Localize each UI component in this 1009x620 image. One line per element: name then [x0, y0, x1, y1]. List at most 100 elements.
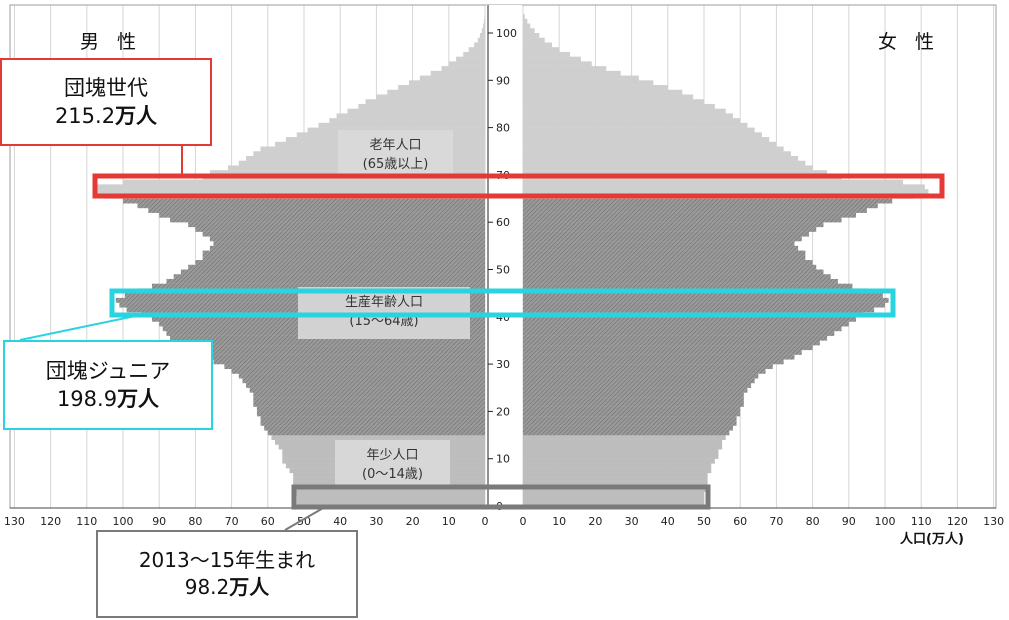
female-bar-age-53 — [523, 250, 806, 256]
female-bar-age-43 — [523, 297, 889, 303]
female-bar-age-97 — [523, 42, 552, 48]
connector-junior — [19, 314, 141, 341]
female-bar-age-30 — [523, 359, 784, 365]
male-bar-age-30 — [213, 359, 485, 365]
female-bar-age-13 — [523, 439, 723, 445]
female-bar-age-37 — [523, 326, 842, 332]
male-bar-age-82 — [336, 113, 485, 119]
x-axis-title: 人口(万人) — [900, 531, 964, 547]
male-bar-age-29 — [224, 364, 486, 370]
male-bar-age-31 — [202, 354, 485, 360]
female-bar-age-19 — [523, 411, 741, 417]
female-bar-age-0 — [523, 501, 704, 507]
band-range-0: (0〜14歳) — [362, 467, 423, 482]
x-tick-right-20: 20 — [588, 515, 602, 528]
male-bar-age-46 — [151, 283, 485, 289]
male-bar-age-88 — [398, 85, 485, 90]
female-bar-age-82 — [523, 113, 733, 119]
female-bar-age-32 — [523, 349, 802, 355]
male-bar-age-16 — [264, 425, 485, 431]
female-bar-age-17 — [523, 420, 737, 426]
male-bar-age-54 — [209, 245, 485, 251]
age-tick-label-20: 20 — [496, 405, 510, 418]
male-bar-age-67 — [94, 184, 485, 190]
male-bar-age-96 — [468, 47, 485, 53]
x-tick-right-100: 100 — [875, 515, 896, 528]
female-bar-age-77 — [523, 137, 770, 142]
male-bar-age-91 — [430, 70, 485, 76]
male-label: 男 性 — [80, 31, 142, 53]
male-bar-age-85 — [365, 99, 485, 105]
age-tick-label-80: 80 — [496, 122, 510, 135]
female-bar-age-21 — [523, 401, 744, 407]
age-tick-label-90: 90 — [496, 74, 510, 87]
female-bar-age-94 — [523, 56, 581, 62]
male-bar-age-101 — [483, 23, 485, 29]
highlight-box-1 — [109, 288, 896, 318]
x-tick-right-80: 80 — [806, 515, 820, 528]
x-tick-left-50: 50 — [297, 515, 311, 528]
male-bar-age-68 — [123, 179, 485, 185]
highlight-box-0 — [92, 173, 945, 199]
callout-junior-title: 団塊ジュニア — [45, 358, 171, 383]
male-bar-age-63 — [137, 203, 486, 209]
callout-birth-value: 98.2 — [184, 575, 230, 599]
female-bar-age-76 — [523, 141, 777, 147]
x-tick-right-110: 110 — [911, 515, 932, 528]
female-bar-age-57 — [523, 231, 809, 237]
female-bar-age-101 — [523, 23, 531, 29]
male-bar-age-87 — [387, 89, 485, 95]
female-bar-age-23 — [523, 392, 744, 398]
age-tick-label-50: 50 — [496, 264, 510, 277]
female-bar-age-67 — [523, 184, 925, 190]
band-box-2 — [338, 130, 453, 176]
x-tick-left-130: 130 — [4, 515, 25, 528]
male-bar-age-17 — [260, 420, 485, 426]
x-tick-left-110: 110 — [76, 515, 97, 528]
male-bar-age-81 — [329, 118, 485, 124]
female-bar-age-71 — [523, 165, 813, 171]
female-bar-age-11 — [523, 449, 719, 455]
female-bar-age-5 — [523, 477, 708, 483]
male-bar-age-32 — [195, 349, 485, 355]
male-bar-age-100 — [481, 28, 485, 34]
male-bar-age-86 — [376, 94, 485, 100]
female-bar-age-100 — [523, 28, 535, 34]
female-bar-age-36 — [523, 330, 835, 336]
female-bar-age-34 — [523, 340, 820, 346]
x-tick-right-120: 120 — [947, 515, 968, 528]
female-bar-age-83 — [523, 108, 726, 114]
x-tick-right-70: 70 — [769, 515, 783, 528]
female-bar-age-20 — [523, 406, 741, 412]
callout-birth: 2013〜15年生まれ 98.2万人 — [96, 530, 358, 618]
male-bar-age-26 — [242, 378, 485, 384]
male-bar-age-50 — [188, 264, 485, 270]
female-bar-age-55 — [523, 241, 795, 247]
male-bar-age-102 — [483, 18, 485, 24]
female-bar-age-12 — [523, 444, 723, 450]
female-bar-age-22 — [523, 397, 744, 403]
female-bar-age-3 — [523, 487, 708, 493]
x-tick-left-100: 100 — [113, 515, 134, 528]
female-bar-age-15 — [523, 430, 730, 436]
x-tick-left-80: 80 — [188, 515, 202, 528]
male-bar-age-14 — [271, 435, 485, 440]
male-bar-age-48 — [173, 274, 485, 280]
female-bar-age-92 — [523, 66, 607, 72]
female-bar-age-88 — [523, 85, 668, 90]
x-tick-right-130: 130 — [983, 515, 1004, 528]
female-bar-age-64 — [523, 198, 893, 204]
age-tick-label-60: 60 — [496, 216, 510, 229]
male-bar-age-18 — [260, 416, 485, 422]
age-axis-band — [486, 5, 522, 508]
female-bar-age-8 — [523, 463, 712, 469]
female-bar-age-1 — [523, 496, 704, 502]
female-bar-age-96 — [523, 47, 560, 53]
male-bar-age-61 — [159, 212, 485, 218]
female-bar-age-61 — [523, 212, 857, 218]
callout-dankai-value: 215.2 — [54, 104, 116, 128]
male-bar-age-92 — [441, 66, 485, 72]
male-bar-age-56 — [209, 236, 485, 242]
female-bar-age-87 — [523, 89, 683, 95]
callout-birth-unit: 万人 — [229, 575, 270, 599]
